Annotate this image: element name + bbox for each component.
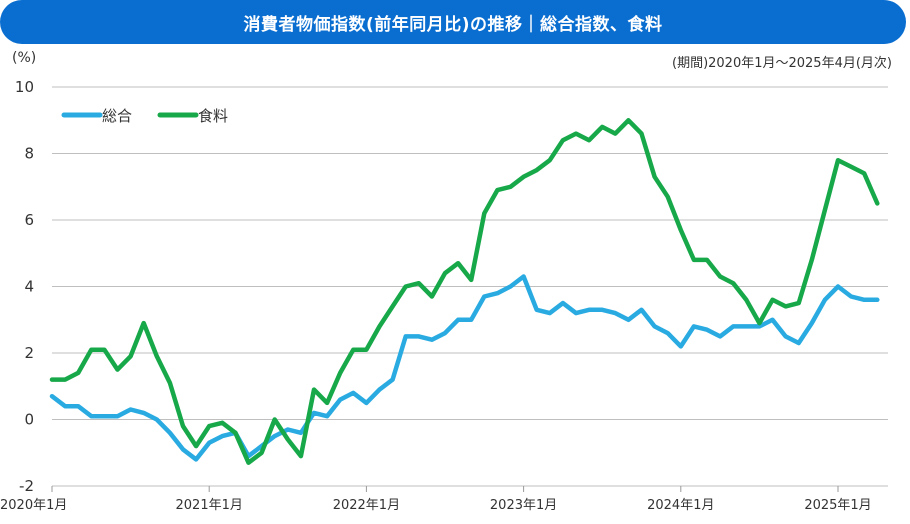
series-line-food bbox=[49, 118, 880, 465]
x-tick-label: 2024年1月 bbox=[647, 498, 714, 513]
series-lines bbox=[49, 118, 880, 465]
y-tick-label: 0 bbox=[24, 411, 34, 429]
y-tick-label: 10 bbox=[15, 78, 34, 96]
x-tick-label: 2021年1月 bbox=[176, 498, 243, 513]
y-axis-unit: (%) bbox=[12, 50, 37, 66]
y-tick-label: 4 bbox=[24, 278, 34, 296]
x-tick-label: 2025年1月 bbox=[804, 498, 871, 513]
x-tick-labels: 2020年1月 2021年1月 2022年1月 2023年1月 2024年1月 2025年… bbox=[0, 486, 872, 513]
chart-title-bar: 消費者物価指数(前年同月比)の推移｜総合指数、食料 bbox=[0, 0, 906, 44]
legend: 総合 食料 bbox=[61, 107, 228, 125]
period-note: (期間)2020年1月～2025年4月(月次) bbox=[672, 56, 892, 71]
legend-label: 食料 bbox=[198, 107, 228, 125]
y-tick-labels: -2 0 2 4 6 8 10 bbox=[15, 78, 34, 495]
chart-title: 消費者物価指数(前年同月比)の推移｜総合指数、食料 bbox=[243, 14, 663, 35]
y-tick-label: 6 bbox=[24, 211, 34, 229]
grid-lines bbox=[52, 86, 888, 487]
y-tick-label: 8 bbox=[24, 145, 34, 163]
legend-label: 総合 bbox=[102, 107, 132, 125]
series-line-overall bbox=[49, 274, 880, 462]
x-tick-label: 2020年1月 bbox=[0, 498, 67, 513]
x-tick-label: 2022年1月 bbox=[333, 498, 400, 513]
x-tick-label: 2023年1月 bbox=[490, 498, 557, 513]
y-tick-label: -2 bbox=[19, 477, 34, 495]
y-tick-label: 2 bbox=[24, 344, 34, 362]
